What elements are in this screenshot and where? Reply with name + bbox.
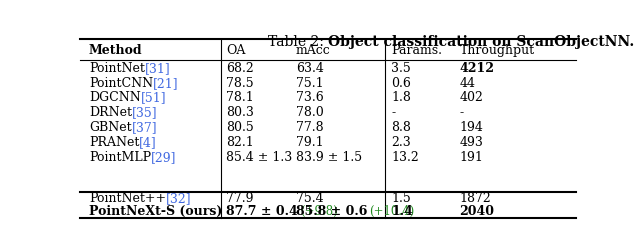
Text: DGCNN: DGCNN (89, 91, 141, 104)
Text: 80.5: 80.5 (227, 121, 254, 134)
Text: 402: 402 (460, 91, 483, 104)
Text: 79.1: 79.1 (296, 136, 323, 149)
Text: 2040: 2040 (460, 205, 495, 218)
Text: 78.0: 78.0 (296, 106, 323, 119)
Text: 194: 194 (460, 121, 483, 134)
Text: [29]: [29] (151, 151, 177, 164)
Text: 1.5: 1.5 (392, 192, 412, 205)
Text: 191: 191 (460, 151, 483, 164)
Text: PointNeXt-S (ours): PointNeXt-S (ours) (89, 205, 222, 218)
Text: [21]: [21] (153, 77, 179, 90)
Text: 85.4 ± 1.3: 85.4 ± 1.3 (227, 151, 292, 164)
Text: Table 2: Object classification on ScanObjectNN.: Table 2: Object classification on ScanOb… (159, 35, 497, 49)
Text: -: - (392, 106, 396, 119)
Text: [37]: [37] (132, 121, 157, 134)
Text: [35]: [35] (132, 106, 157, 119)
Text: 3.5: 3.5 (392, 62, 412, 75)
Text: 75.4: 75.4 (296, 192, 323, 205)
Text: 85.8 ± 0.6: 85.8 ± 0.6 (296, 205, 367, 218)
Text: 83.9 ± 1.5: 83.9 ± 1.5 (296, 151, 362, 164)
Text: 8.8: 8.8 (392, 121, 412, 134)
Text: Table 2:: Table 2: (268, 35, 328, 49)
Text: [31]: [31] (145, 62, 170, 75)
Text: Params.: Params. (392, 44, 442, 57)
Text: PRANet: PRANet (89, 136, 140, 149)
Text: 1.8: 1.8 (392, 91, 412, 104)
Text: 1.4: 1.4 (392, 205, 413, 218)
Text: 77.8: 77.8 (296, 121, 323, 134)
Text: 75.1: 75.1 (296, 77, 323, 90)
Text: 0.6: 0.6 (392, 77, 412, 90)
Text: -: - (460, 106, 463, 119)
Text: 4212: 4212 (460, 62, 495, 75)
Text: mAcc: mAcc (296, 44, 330, 57)
Text: (+9.8): (+9.8) (301, 205, 339, 218)
Text: 44: 44 (460, 77, 476, 90)
Text: 68.2: 68.2 (227, 62, 254, 75)
Text: 1872: 1872 (460, 192, 491, 205)
Text: 63.4: 63.4 (296, 62, 324, 75)
Text: 80.3: 80.3 (227, 106, 254, 119)
Text: Throughput: Throughput (460, 44, 534, 57)
Text: DRNet: DRNet (89, 106, 132, 119)
Text: 82.1: 82.1 (227, 136, 254, 149)
Text: 78.5: 78.5 (227, 77, 254, 90)
Text: 13.2: 13.2 (392, 151, 419, 164)
Text: GBNet: GBNet (89, 121, 132, 134)
Text: PointNet++: PointNet++ (89, 192, 166, 205)
Text: PointCNN: PointCNN (89, 77, 153, 90)
Text: 73.6: 73.6 (296, 91, 323, 104)
Text: [51]: [51] (141, 91, 166, 104)
Text: [32]: [32] (166, 192, 191, 205)
Text: 78.1: 78.1 (227, 91, 254, 104)
Text: PointNet: PointNet (89, 62, 145, 75)
Text: 493: 493 (460, 136, 483, 149)
Text: (+10.4): (+10.4) (370, 205, 415, 218)
Text: Method: Method (89, 44, 143, 57)
Text: 87.7 ± 0.4: 87.7 ± 0.4 (227, 205, 298, 218)
Text: OA: OA (227, 44, 246, 57)
Text: 2.3: 2.3 (392, 136, 412, 149)
Text: [4]: [4] (140, 136, 157, 149)
Text: PointMLP: PointMLP (89, 151, 151, 164)
Text: Object classification on ScanObjectNN.: Object classification on ScanObjectNN. (328, 35, 634, 49)
Text: 77.9: 77.9 (227, 192, 254, 205)
